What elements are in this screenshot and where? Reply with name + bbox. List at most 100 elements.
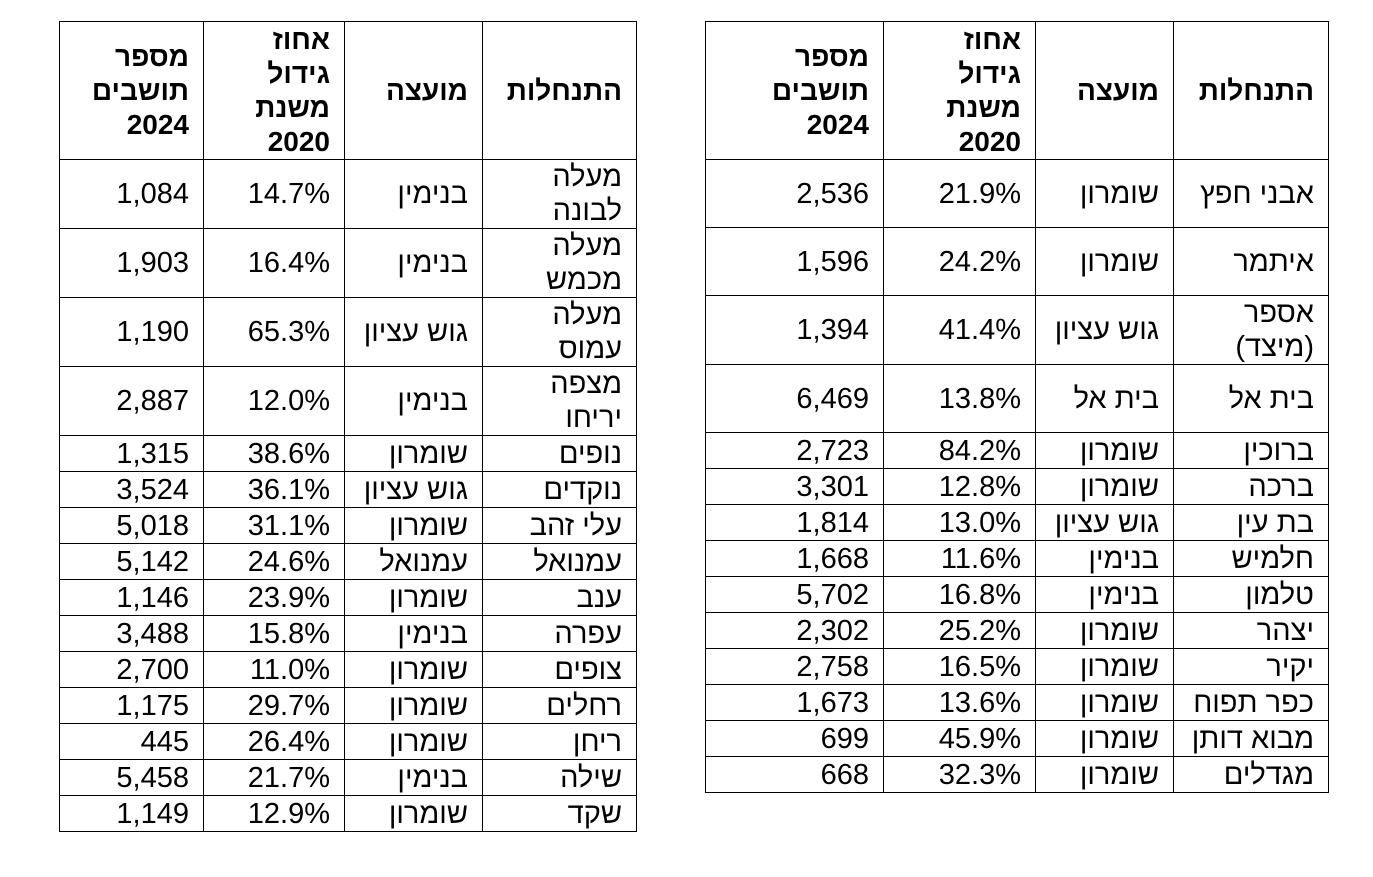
residents-2024-cell: 1,149	[59, 795, 204, 832]
settlement-cell: בית אל	[1173, 364, 1329, 433]
header-growth-percent: אחוז גידול משנת 2020	[883, 21, 1036, 160]
growth-percent-cell: 45.9%	[883, 720, 1036, 757]
growth-percent-cell: 16.4%	[203, 228, 345, 298]
residents-2024-cell: 1,146	[59, 579, 204, 616]
growth-percent-cell: 12.0%	[203, 366, 345, 436]
growth-percent-cell: 84.2%	[883, 432, 1036, 469]
table-row: אבני חפץ שומרון 21.9% 2,536	[705, 159, 1329, 228]
council-cell: שומרון	[1035, 612, 1174, 649]
residents-2024-cell: 3,524	[59, 471, 204, 508]
table-body: אבני חפץ שומרון 21.9% 2,536 איתמר שומרון 24.2%…	[705, 159, 1329, 793]
growth-percent-cell: 11.6%	[883, 540, 1036, 577]
residents-2024-cell: 5,702	[705, 576, 884, 613]
growth-percent-cell: 26.4%	[203, 723, 345, 760]
table-row: נוקדים גוש עציון 36.1% 3,524	[59, 471, 637, 508]
settlement-cell: כפר תפוח	[1173, 684, 1329, 721]
growth-percent-cell: 23.9%	[203, 579, 345, 616]
header-row: התנחלות מועצה אחוז גידול משנת 2020 מספר תוש…	[59, 21, 637, 160]
settlement-cell: ענב	[482, 579, 637, 616]
growth-percent-cell: 16.5%	[883, 648, 1036, 685]
table-row: עלי זהב שומרון 31.1% 5,018	[59, 507, 637, 544]
settlement-cell: עמנואל	[482, 543, 637, 580]
council-cell: שומרון	[1035, 720, 1174, 757]
header-growth-percent: אחוז גידול משנת 2020	[203, 21, 345, 160]
council-cell: בנימין	[1035, 540, 1174, 577]
council-cell: שומרון	[344, 723, 483, 760]
growth-percent-cell: 14.7%	[203, 159, 345, 229]
table-row: אספר (מיצד) גוש עציון 41.4% 1,394	[705, 295, 1329, 365]
council-cell: שומרון	[1035, 468, 1174, 505]
settlement-cell: בת עין	[1173, 504, 1329, 541]
header-council: מועצה	[344, 21, 483, 160]
table-row: בת עין גוש עציון 13.0% 1,814	[705, 504, 1329, 541]
residents-2024-cell: 1,668	[705, 540, 884, 577]
settlement-cell: אספר (מיצד)	[1173, 295, 1329, 365]
council-cell: בנימין	[344, 159, 483, 229]
table-body: מעלה לבונה בנימין 14.7% 1,084 מעלה מכמש בנימי…	[59, 159, 637, 832]
growth-percent-cell: 36.1%	[203, 471, 345, 508]
residents-2024-cell: 6,469	[705, 364, 884, 433]
table-row: ברוכין שומרון 84.2% 2,723	[705, 432, 1329, 469]
residents-2024-cell: 1,084	[59, 159, 204, 229]
table-row: מעלה עמוס גוש עציון 65.3% 1,190	[59, 297, 637, 367]
header-row: התנחלות מועצה אחוז גידול משנת 2020 מספר תוש…	[705, 21, 1329, 160]
residents-2024-cell: 1,175	[59, 687, 204, 724]
growth-percent-cell: 41.4%	[883, 295, 1036, 365]
council-cell: גוש עציון	[1035, 504, 1174, 541]
settlement-cell: ברכה	[1173, 468, 1329, 505]
residents-2024-cell: 5,458	[59, 759, 204, 796]
council-cell: שומרון	[1035, 159, 1174, 228]
settlement-cell: אבני חפץ	[1173, 159, 1329, 228]
settlement-cell: צופים	[482, 651, 637, 688]
growth-percent-cell: 31.1%	[203, 507, 345, 544]
table-row: בית אל בית אל 13.8% 6,469	[705, 364, 1329, 433]
header-residents-2024: מספר תושבים 2024	[59, 21, 204, 160]
growth-percent-cell: 21.9%	[883, 159, 1036, 228]
growth-percent-cell: 25.2%	[883, 612, 1036, 649]
growth-percent-cell: 13.0%	[883, 504, 1036, 541]
table-header: התנחלות מועצה אחוז גידול משנת 2020 מספר תוש…	[59, 21, 637, 160]
council-cell: שומרון	[1035, 227, 1174, 296]
table-row: חלמיש בנימין 11.6% 1,668	[705, 540, 1329, 577]
council-cell: שומרון	[1035, 684, 1174, 721]
settlement-cell: עלי זהב	[482, 507, 637, 544]
council-cell: שומרון	[344, 651, 483, 688]
settlement-cell: עפרה	[482, 615, 637, 652]
settlement-cell: מבוא דותן	[1173, 720, 1329, 757]
growth-percent-cell: 16.8%	[883, 576, 1036, 613]
council-cell: גוש עציון	[344, 297, 483, 367]
table-row: שקד שומרון 12.9% 1,149	[59, 795, 637, 832]
table-row: ריחן שומרון 26.4% 445	[59, 723, 637, 760]
growth-percent-cell: 12.8%	[883, 468, 1036, 505]
council-cell: עמנואל	[344, 543, 483, 580]
residents-2024-cell: 445	[59, 723, 204, 760]
council-cell: גוש עציון	[344, 471, 483, 508]
council-cell: שומרון	[344, 795, 483, 832]
settlements-table-right: התנחלות מועצה אחוז גידול משנת 2020 מספר תוש…	[705, 21, 1329, 793]
residents-2024-cell: 2,887	[59, 366, 204, 436]
council-cell: בנימין	[344, 615, 483, 652]
growth-percent-cell: 24.2%	[883, 227, 1036, 296]
growth-percent-cell: 29.7%	[203, 687, 345, 724]
table-row: יקיר שומרון 16.5% 2,758	[705, 648, 1329, 685]
residents-2024-cell: 2,302	[705, 612, 884, 649]
council-cell: בית אל	[1035, 364, 1174, 433]
settlements-table-left: התנחלות מועצה אחוז גידול משנת 2020 מספר תוש…	[59, 21, 637, 832]
council-cell: בנימין	[1035, 576, 1174, 613]
growth-percent-cell: 21.7%	[203, 759, 345, 796]
growth-percent-cell: 12.9%	[203, 795, 345, 832]
settlement-cell: שילה	[482, 759, 637, 796]
table-row: מצפה יריחו בנימין 12.0% 2,887	[59, 366, 637, 436]
settlement-cell: מעלה לבונה	[482, 159, 637, 229]
council-cell: בנימין	[344, 759, 483, 796]
table-row: מבוא דותן שומרון 45.9% 699	[705, 720, 1329, 757]
residents-2024-cell: 699	[705, 720, 884, 757]
growth-percent-cell: 38.6%	[203, 435, 345, 472]
header-council: מועצה	[1035, 21, 1174, 160]
settlement-cell: יצהר	[1173, 612, 1329, 649]
settlement-cell: ברוכין	[1173, 432, 1329, 469]
residents-2024-cell: 3,488	[59, 615, 204, 652]
growth-percent-cell: 24.6%	[203, 543, 345, 580]
residents-2024-cell: 1,673	[705, 684, 884, 721]
settlement-cell: נופים	[482, 435, 637, 472]
